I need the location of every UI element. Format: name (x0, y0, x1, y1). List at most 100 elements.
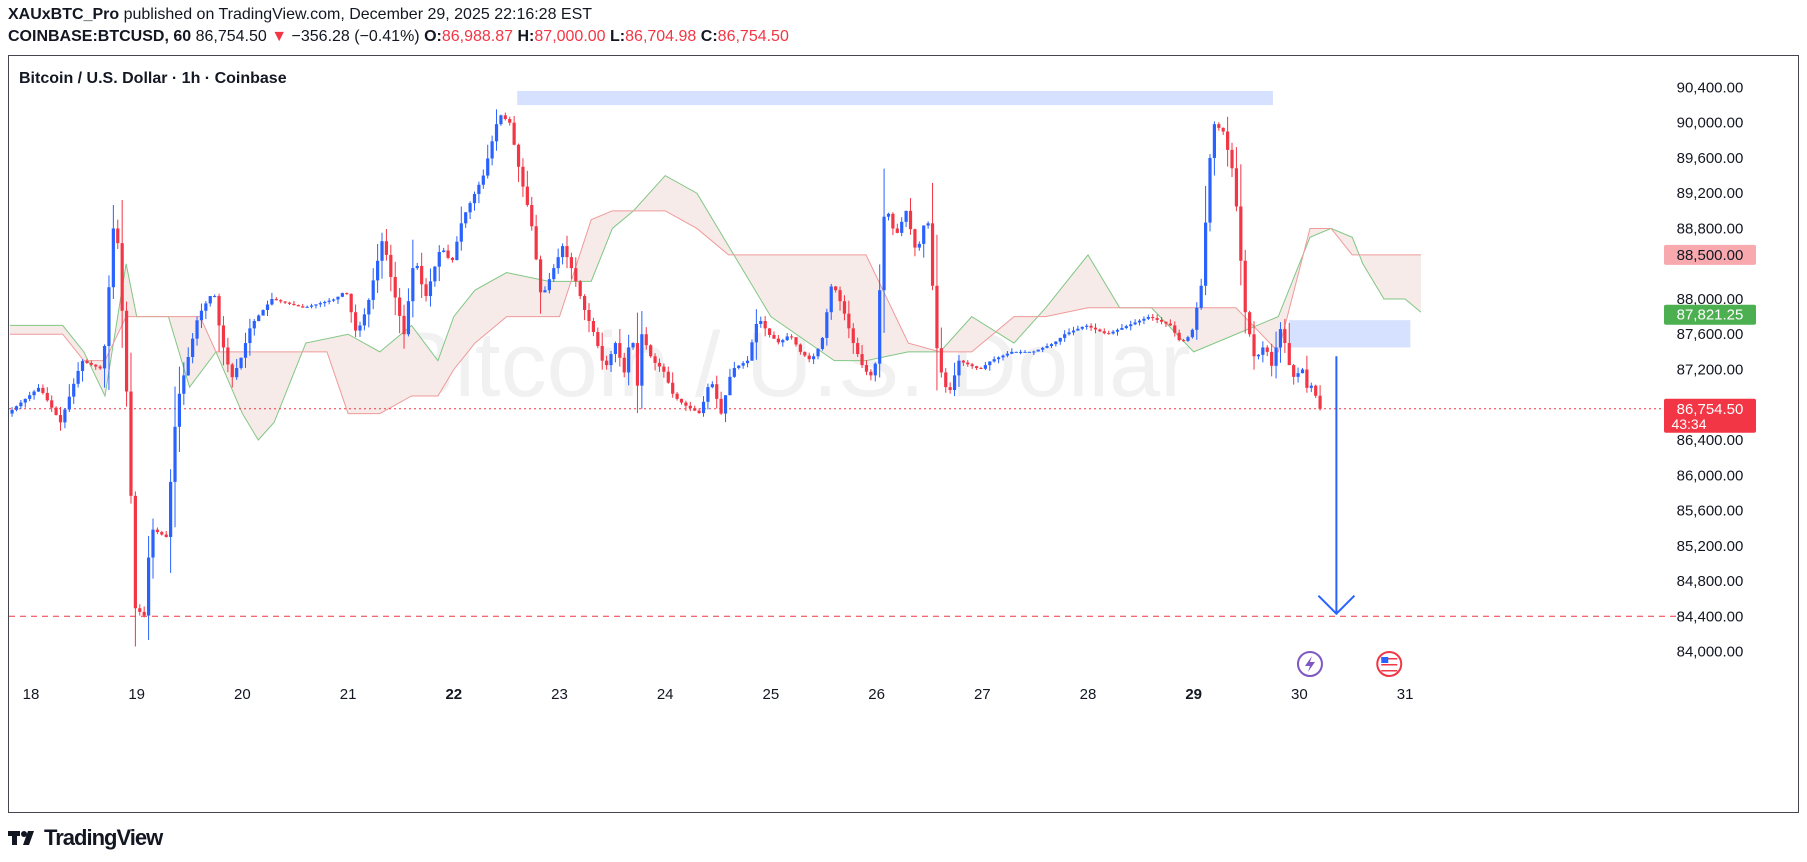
candle-body (1243, 260, 1247, 313)
candle-body (891, 213, 895, 229)
tradingview-brand: TradingView (44, 825, 163, 850)
footer-brand[interactable]: TradingView (8, 825, 163, 851)
earnings-bolt-icon (1296, 651, 1323, 677)
candle-body (578, 281, 582, 297)
candle-body (41, 387, 45, 394)
candle-body (305, 306, 309, 308)
candle-body (160, 532, 164, 535)
candle-body (957, 360, 961, 376)
candle-body (952, 375, 957, 391)
candle-body (776, 338, 780, 343)
candle-body (530, 204, 534, 227)
candle-body (556, 257, 560, 269)
candle-body (10, 409, 14, 414)
candle-body (737, 365, 741, 369)
candle-body (525, 186, 529, 205)
candle-body (36, 387, 41, 392)
candle-body (688, 405, 692, 409)
candle-body (693, 408, 697, 411)
y-tick-label: 88,000.00 (1677, 291, 1744, 308)
candle-body (759, 321, 763, 324)
candle-body (781, 340, 785, 343)
candle-body (657, 362, 662, 367)
x-tick-label: 20 (234, 686, 251, 703)
candle-body (468, 203, 472, 213)
candle-body (970, 364, 974, 367)
candle-body (820, 337, 825, 349)
candle-body (587, 310, 591, 322)
candle-body (464, 212, 468, 224)
candle-body (521, 166, 525, 187)
candle-body (406, 301, 411, 335)
candle-body (402, 315, 406, 335)
candle-body (992, 359, 996, 362)
candle-body (834, 286, 838, 291)
candle-body (1129, 324, 1133, 327)
candle-body (1093, 327, 1098, 330)
candle-body (1287, 343, 1291, 366)
candle-body (851, 328, 855, 344)
candle-body (248, 328, 252, 344)
candle-body (384, 241, 389, 255)
candle-body (389, 254, 393, 277)
candle-body (327, 300, 331, 302)
y-tick-label: 87,200.00 (1677, 362, 1744, 379)
candle-body (1208, 157, 1212, 223)
kumo-senkou-b-line (9, 210, 1421, 415)
candle-body (516, 144, 521, 167)
candle-body (283, 301, 287, 303)
candle-body (318, 303, 322, 305)
candle-body (1217, 124, 1221, 128)
publisher-name[interactable]: XAUxBTC_Pro (8, 6, 120, 23)
candle-body (627, 347, 631, 373)
price-chart[interactable]: Bitcoin / U.S. Dollar 90,400.0090,000.00… (9, 56, 1798, 812)
candle-body (252, 321, 256, 329)
candle-body (287, 302, 292, 304)
candle-body (745, 360, 750, 364)
candle-body (979, 368, 983, 370)
x-tick-label: 21 (340, 686, 357, 703)
candle-body (772, 334, 776, 339)
candle-body (265, 304, 270, 311)
candle-body (508, 119, 512, 123)
x-tick-label: 25 (763, 686, 780, 703)
candle-body (1283, 329, 1287, 344)
candle-body (512, 122, 516, 145)
candle-body (869, 371, 873, 376)
candle-body (331, 299, 336, 301)
candle-body (825, 312, 829, 338)
candle-body (450, 257, 455, 261)
candle-body (1221, 127, 1225, 132)
candle-body (1292, 365, 1296, 377)
candle-body (754, 323, 758, 343)
chart-frame[interactable]: Bitcoin / U.S. Dollar 90,400.00 90,000.00… (8, 55, 1799, 813)
candle-body (596, 332, 600, 346)
candle-body (503, 115, 507, 120)
candle-body (719, 398, 723, 414)
price-tag-1: 87,821.25 (1664, 304, 1756, 325)
candle-body (697, 410, 701, 414)
candle-body (323, 301, 327, 304)
x-tick-label: 31 (1397, 686, 1414, 703)
candle-body (1300, 369, 1305, 374)
candle-body (221, 325, 226, 348)
candle-body (1014, 351, 1018, 353)
candle-body (1076, 328, 1080, 331)
candle-body (243, 343, 248, 358)
flag-canton (1381, 657, 1389, 663)
candle-body (741, 363, 745, 366)
x-tick-label: 29 (1185, 686, 1202, 703)
x-tick-label: 22 (445, 686, 462, 703)
last-price: 86,754.50 (195, 28, 267, 45)
x-tick-label: 18 (23, 686, 40, 703)
candle-body (715, 384, 719, 399)
candle-body (583, 296, 587, 311)
candle-body (138, 608, 142, 612)
candle-body (807, 355, 811, 360)
candle-body (230, 364, 234, 378)
candle-body (1124, 326, 1128, 328)
candle-body (961, 360, 965, 363)
candle-body (1036, 349, 1040, 352)
flag-stripe (1381, 670, 1398, 672)
low-value: 86,704.98 (625, 28, 697, 45)
